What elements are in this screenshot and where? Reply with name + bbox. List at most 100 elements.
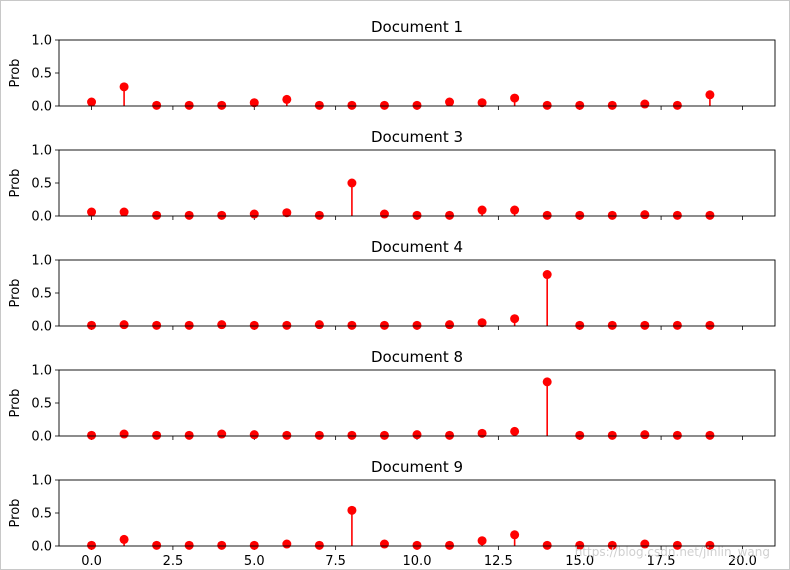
stem-marker [379,100,389,110]
y-tick-label: 0.0 [31,100,52,115]
stem-marker [152,540,162,550]
stem-marker [575,320,585,330]
stem-marker [347,505,357,515]
stem-marker [705,210,715,220]
stem-marker [672,540,682,550]
axes-frame [58,479,776,547]
stem-marker [477,536,487,546]
stem-marker [249,540,259,550]
panel-title: Document 8 [371,348,463,366]
stem-marker [379,539,389,549]
stem-marker [510,93,520,103]
stem-marker [445,320,455,330]
panel-title: Document 1 [371,18,463,36]
stem-marker [152,210,162,220]
stem-marker [640,430,650,440]
stem-marker [152,320,162,330]
stem-marker [184,540,194,550]
y-tick-label: 1.0 [31,364,52,379]
stem-marker [672,320,682,330]
stem-marker [705,320,715,330]
y-tick-label: 0.0 [31,210,52,225]
x-tick-label: 20.0 [728,554,757,569]
y-tick-label: 0.5 [31,287,52,302]
y-tick-label: 0.0 [31,320,52,335]
stem-marker [640,99,650,109]
y-tick-label: 1.0 [31,474,52,489]
y-tick-label: 1.0 [31,144,52,159]
axes-frame [58,149,776,217]
stem-marker [282,430,292,440]
stem-marker [314,210,324,220]
watermark: https://blog.csdn.net/jinlin_wang [575,545,770,559]
y-axis-label: Prob [8,169,23,198]
y-tick-label: 1.0 [31,34,52,49]
stem-marker [184,430,194,440]
stem-marker [412,320,422,330]
stem-marker [87,540,97,550]
stem-marker [282,539,292,549]
stem-marker [640,320,650,330]
stem-marker [510,426,520,436]
stem-marker [445,210,455,220]
stem-marker [542,540,552,550]
stem-marker [347,320,357,330]
stem-marker [347,100,357,110]
axes-frame [58,369,776,437]
stem-marker [87,320,97,330]
y-axis-label: Prob [8,279,23,308]
stem-marker [314,540,324,550]
stem-marker [217,100,227,110]
stem-marker [119,534,129,544]
stem-marker [477,98,487,108]
stem-marker [477,205,487,215]
x-tick-label: 0.0 [81,554,102,569]
stem-marker [217,320,227,330]
stem-marker [249,98,259,108]
stem-marker [412,100,422,110]
stem-marker [575,430,585,440]
stem-marker [705,90,715,100]
stem-marker [249,430,259,440]
stem-marker [672,100,682,110]
stem-marker [542,377,552,387]
y-axis-label: Prob [8,499,23,528]
y-tick-label: 0.5 [31,397,52,412]
stem-marker [314,100,324,110]
panel-title: Document 9 [371,458,463,476]
stem-marker [477,318,487,328]
stem-marker [119,82,129,92]
stem-marker [119,207,129,217]
x-tick-label: 7.5 [325,554,346,569]
x-tick-label: 17.5 [647,554,676,569]
y-tick-label: 0.0 [31,540,52,555]
stem-marker [347,178,357,188]
stem-marker [282,208,292,218]
panel-4: Document 8 Prob 0.0 0.5 1.0 [8,348,776,445]
stem-marker [184,210,194,220]
stem-marker [542,100,552,110]
stem-marker [87,207,97,217]
stem-marker [184,320,194,330]
stem-marker [282,320,292,330]
stem-marker [184,100,194,110]
stem-marker [542,270,552,280]
y-axis-label: Prob [8,59,23,88]
x-tick-label: 15.0 [565,554,594,569]
stem-marker [249,320,259,330]
stem-marker [119,320,129,330]
stem-marker [379,430,389,440]
stem-marker [607,210,617,220]
stem-marker [445,97,455,107]
x-tick-label: 10.0 [403,554,432,569]
stem-marker [640,210,650,220]
stem-marker [607,540,617,550]
stem-marker [607,100,617,110]
panel-2: Document 3 Prob 0.0 0.5 1.0 [8,128,776,225]
panel-3: Document 4 Prob 0.0 0.5 1.0 [8,238,776,335]
stem-marker [672,430,682,440]
stem-marker [542,210,552,220]
stem-marker [379,209,389,219]
stem-marker [152,100,162,110]
stem-marker [379,320,389,330]
